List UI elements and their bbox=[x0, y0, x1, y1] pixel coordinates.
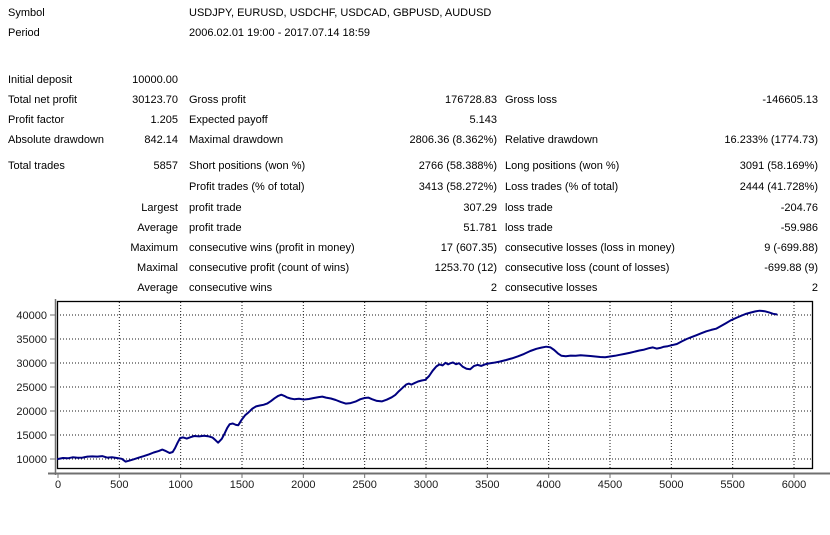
header-row-symbol: Symbol USDJPY, EURUSD, USDCHF, USDCAD, G… bbox=[0, 3, 830, 23]
x-axis-label: 500 bbox=[110, 479, 128, 491]
stat-value: 2766 (58.388%) bbox=[418, 160, 497, 172]
stat-value: 51.781 bbox=[463, 222, 497, 234]
plot-border bbox=[56, 300, 814, 470]
x-axis-label: 1500 bbox=[230, 479, 254, 491]
stat-qualifier: Maximum bbox=[130, 242, 178, 254]
stat-qualifier: Largest bbox=[141, 202, 178, 214]
stat-value: -204.76 bbox=[780, 202, 818, 214]
stats-row: Absolute drawdown 842.14 Maximal drawdow… bbox=[0, 130, 830, 150]
x-axis-label: 4500 bbox=[598, 479, 622, 491]
header-row-period: Period 2006.02.01 19:00 - 2017.07.14 18:… bbox=[0, 23, 830, 43]
stat-label: loss trade bbox=[505, 222, 553, 234]
stat-value: 2444 (41.728%) bbox=[739, 181, 818, 193]
stat-value: 3413 (58.272%) bbox=[418, 181, 497, 193]
stat-label: profit trade bbox=[189, 222, 242, 234]
balance-line bbox=[57, 309, 778, 463]
stat-label: consecutive wins bbox=[189, 282, 273, 294]
stat-label: Initial deposit bbox=[8, 74, 73, 86]
stat-label: Maximal drawdown bbox=[189, 134, 284, 146]
period-value: 2006.02.01 19:00 - 2017.07.14 18:59 bbox=[189, 27, 371, 39]
stat-value: 1.205 bbox=[150, 114, 178, 126]
stat-label: Expected payoff bbox=[189, 114, 268, 126]
x-axis-label: 2500 bbox=[352, 479, 376, 491]
x-axis-label: 0 bbox=[55, 479, 61, 491]
stat-value: 2806.36 (8.362%) bbox=[409, 134, 497, 146]
stat-value: -146605.13 bbox=[762, 94, 818, 106]
stat-label: consecutive losses (loss in money) bbox=[505, 242, 675, 254]
x-axis-label: 4000 bbox=[536, 479, 560, 491]
stat-label: Profit factor bbox=[8, 114, 65, 126]
stat-label: Gross loss bbox=[505, 94, 557, 106]
stat-label: Absolute drawdown bbox=[8, 134, 105, 146]
symbol-value: USDJPY, EURUSD, USDCHF, USDCAD, GBPUSD, … bbox=[189, 7, 492, 19]
stat-qualifier: Average bbox=[137, 222, 178, 234]
y-axis-label: 25000 bbox=[16, 382, 47, 394]
y-axis-label: 30000 bbox=[16, 358, 47, 370]
stats-row: Total trades 5857 Short positions (won %… bbox=[0, 156, 830, 176]
stat-value: -59.986 bbox=[780, 222, 818, 234]
stats-row: Initial deposit 10000.00 bbox=[0, 70, 830, 90]
stat-value: 3091 (58.169%) bbox=[739, 160, 818, 172]
stats-row: Total net profit 30123.70 Gross profit 1… bbox=[0, 90, 830, 110]
stat-label: Total net profit bbox=[8, 94, 78, 106]
stats-row: Profit trades (% of total) 3413 (58.272%… bbox=[0, 177, 830, 197]
y-axis-label: 15000 bbox=[16, 430, 47, 442]
stats-row: Average profit trade 51.781 loss trade -… bbox=[0, 218, 830, 238]
x-axis-label: 3000 bbox=[414, 479, 438, 491]
y-axis-label: 40000 bbox=[16, 310, 47, 322]
stat-value: 16.233% (1774.73) bbox=[724, 134, 818, 146]
stat-label: consecutive profit (count of wins) bbox=[189, 262, 350, 274]
x-axis-label: 1000 bbox=[168, 479, 192, 491]
balance-chart: 10000 15000 20000 25000 30000 35000 40000 0 500 1… bbox=[0, 295, 830, 532]
x-axis-label: 6000 bbox=[782, 479, 806, 491]
balance-chart-svg: 10000 15000 20000 25000 30000 35000 40000 0 500 1… bbox=[16, 299, 830, 491]
stat-value: 176728.83 bbox=[445, 94, 497, 106]
stat-label: Profit trades (% of total) bbox=[189, 181, 305, 193]
x-axis-label: 2000 bbox=[291, 479, 315, 491]
x-axis-label: 3500 bbox=[475, 479, 499, 491]
x-axis-label: 5000 bbox=[659, 479, 683, 491]
y-axis-label: 10000 bbox=[16, 454, 47, 466]
symbol-label: Symbol bbox=[8, 7, 45, 19]
stat-qualifier: Maximal bbox=[137, 262, 178, 274]
stat-label: Long positions (won %) bbox=[505, 160, 620, 172]
stat-value: 9 (-699.88) bbox=[764, 242, 818, 254]
stat-label: Total trades bbox=[8, 160, 65, 172]
stat-value: 10000.00 bbox=[132, 74, 178, 86]
stat-label: consecutive wins (profit in money) bbox=[189, 242, 355, 254]
stat-value: -699.88 (9) bbox=[764, 262, 818, 274]
stat-label: Gross profit bbox=[189, 94, 246, 106]
stat-label: Relative drawdown bbox=[505, 134, 598, 146]
stat-value: 1253.70 (12) bbox=[434, 262, 497, 274]
stat-value: 2 bbox=[490, 282, 497, 294]
stat-value: 30123.70 bbox=[132, 94, 178, 106]
stat-label: consecutive losses bbox=[505, 282, 598, 294]
stats-row: Profit factor 1.205 Expected payoff 5.14… bbox=[0, 110, 830, 130]
stat-label: Short positions (won %) bbox=[189, 160, 306, 172]
stat-label: consecutive loss (count of losses) bbox=[505, 262, 670, 274]
x-axis-label: 5500 bbox=[720, 479, 744, 491]
stats-row: Average consecutive wins 2 consecutive l… bbox=[0, 278, 830, 298]
stat-label: loss trade bbox=[505, 202, 553, 214]
stat-value: 307.29 bbox=[463, 202, 497, 214]
stat-value: 2 bbox=[811, 282, 818, 294]
stats-row: Largest profit trade 307.29 loss trade -… bbox=[0, 198, 830, 218]
stat-value: 5857 bbox=[153, 160, 178, 172]
stat-value: 17 (607.35) bbox=[440, 242, 497, 254]
y-axis-label: 20000 bbox=[16, 406, 47, 418]
stat-qualifier: Average bbox=[137, 282, 178, 294]
stats-row: Maximal consecutive profit (count of win… bbox=[0, 258, 830, 278]
y-axis-label: 35000 bbox=[16, 334, 47, 346]
stats-row: Maximum consecutive wins (profit in mone… bbox=[0, 238, 830, 258]
stat-label: Loss trades (% of total) bbox=[505, 181, 619, 193]
stat-label: profit trade bbox=[189, 202, 242, 214]
stat-value: 5.143 bbox=[469, 114, 497, 126]
stat-value: 842.14 bbox=[144, 134, 178, 146]
period-label: Period bbox=[8, 27, 40, 39]
